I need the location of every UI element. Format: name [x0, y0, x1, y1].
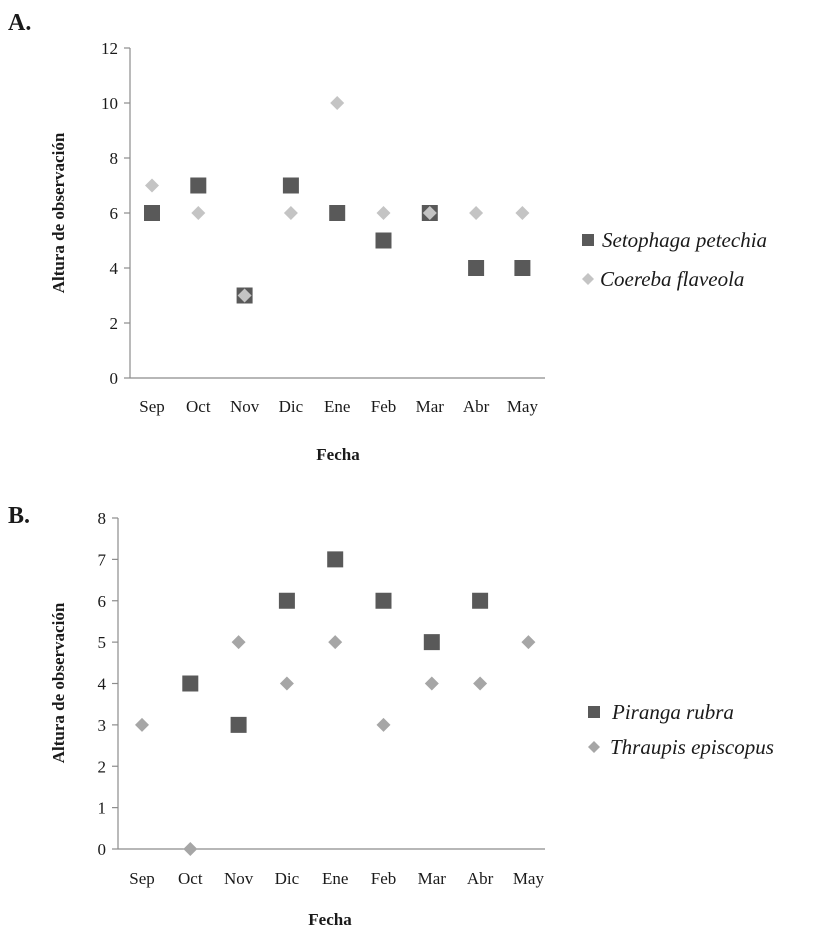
panel-a-series-1-point [283, 206, 298, 220]
panel-a-x-tick-label: Abr [463, 397, 490, 416]
panel-b-x-tick-label: Ene [322, 869, 348, 888]
panel-b-series-1-point [473, 676, 488, 691]
panel-b-y-tick-label: 3 [98, 716, 107, 735]
panel-b-y-tick-label: 6 [98, 592, 107, 611]
panel-a-x-tick-label: Ene [324, 397, 350, 416]
panel-b-series-0-point [182, 675, 199, 692]
panel-a-series-1-point [376, 206, 391, 220]
panel-b-y-tick-label: 5 [98, 633, 107, 652]
panel-a-series-1-point [237, 288, 252, 303]
panel-b-x-tick-label: Oct [178, 869, 203, 888]
panel-b-series-0-point [375, 592, 392, 609]
panel-a-series-0-point [282, 177, 299, 194]
panel-a-series-0-point [468, 260, 485, 276]
panel-a-x-tick-label: Oct [186, 397, 211, 416]
panel-b-series-1-point [279, 676, 294, 691]
panel-b-y-tick-label: 8 [98, 509, 107, 528]
panel-b-y-tick-label: 4 [98, 675, 107, 694]
panel-b-series-1-point [183, 842, 198, 856]
panel-b-legend-label-1: Thraupis episcopus [610, 735, 774, 759]
panel-a-x-tick-label: Sep [139, 397, 165, 416]
panel-a-chart: A. 0 2 4 6 8 10 12 Sep Oct Nov Dic Ene Feb Mar Abr May Fe… [8, 10, 767, 464]
panel-a-series-0-point [144, 205, 160, 221]
panel-b-y-tick-label: 2 [98, 757, 107, 776]
panel-a-series-1-point [515, 206, 530, 220]
panel-a-series-0-point [329, 205, 346, 221]
panel-a-legend-label-0: Setophaga petechia [602, 228, 767, 252]
panel-b-series-1-point [135, 717, 149, 732]
panel-a-series-1-point [191, 206, 206, 220]
panel-b-x-tick-label: May [513, 869, 545, 888]
panel-a-y-tick-label: 12 [101, 39, 118, 58]
panel-b-series-0-point [423, 634, 440, 651]
panel-a-series-0-point [375, 232, 392, 249]
panel-a-series-1-point [469, 206, 484, 220]
panel-b-x-tick-label: Nov [224, 869, 254, 888]
panel-b-series-1-point [376, 717, 391, 732]
panel-b-series-1-point [231, 635, 246, 650]
panel-a-legend-marker-0 [582, 234, 594, 246]
panel-a-y-tick-label: 2 [110, 314, 119, 333]
panel-a-y-axis-title: Altura de observación [49, 132, 68, 293]
panel-b-x-tick-label: Dic [275, 869, 300, 888]
panel-a-y-tick-label: 6 [110, 204, 119, 223]
panel-a-series-1-point [422, 206, 437, 220]
panel-a-series-0-point [514, 260, 531, 276]
panel-b-chart: B. 0 1 2 3 4 5 6 7 8 Sep Oct Nov Dic Ene Feb Mar Abr May Fe… [8, 503, 774, 929]
panel-b-label: B. [8, 503, 30, 529]
panel-b-legend-marker-1 [588, 741, 600, 753]
panel-a-series-0-point [190, 177, 207, 194]
panel-b-series-0-point [472, 592, 489, 609]
panel-b-x-tick-label: Abr [467, 869, 494, 888]
panel-b-series-1-point [424, 676, 439, 691]
panel-a-x-tick-label: Nov [230, 397, 260, 416]
panel-b-legend-marker-0 [588, 706, 600, 718]
panel-a-x-tick-label: Dic [279, 397, 304, 416]
panel-b-series-1-point [328, 635, 343, 650]
panel-a-label: A. [8, 10, 31, 36]
panel-b-series-0-point [278, 592, 295, 609]
panel-b-series-1-point [521, 635, 536, 650]
panel-b-y-tick-label: 0 [98, 840, 107, 859]
panel-a-y-tick-label: 4 [110, 259, 119, 278]
panel-b-x-tick-label: Sep [129, 869, 155, 888]
panel-a-x-tick-label: May [507, 397, 539, 416]
panel-b-x-axis-title: Fecha [308, 910, 352, 929]
panel-a-x-tick-label: Feb [371, 397, 397, 416]
panel-b-series-0-point [327, 551, 344, 568]
panel-a-series-1-point [145, 178, 159, 193]
panel-a-y-tick-label: 0 [110, 369, 119, 388]
panel-b-series-0-point [230, 716, 247, 733]
panel-a-x-axis-title: Fecha [316, 445, 360, 464]
panel-a-y-tick-label: 10 [101, 94, 118, 113]
panel-b-x-tick-label: Mar [418, 869, 447, 888]
panel-a-y-tick-label: 8 [110, 149, 119, 168]
panel-b-legend-label-0: Piranga rubra [611, 700, 734, 724]
panel-b-y-tick-label: 1 [98, 799, 107, 818]
panel-b-y-tick-label: 7 [98, 550, 107, 569]
panel-b-y-axis-title: Altura de observación [49, 602, 68, 763]
panel-b-x-tick-label: Feb [371, 869, 397, 888]
panel-a-legend-marker-1 [582, 273, 594, 285]
panel-a-series-1-point [330, 96, 345, 110]
panel-a-x-tick-label: Mar [416, 397, 445, 416]
panel-a-legend-label-1: Coereba flaveola [600, 267, 744, 291]
